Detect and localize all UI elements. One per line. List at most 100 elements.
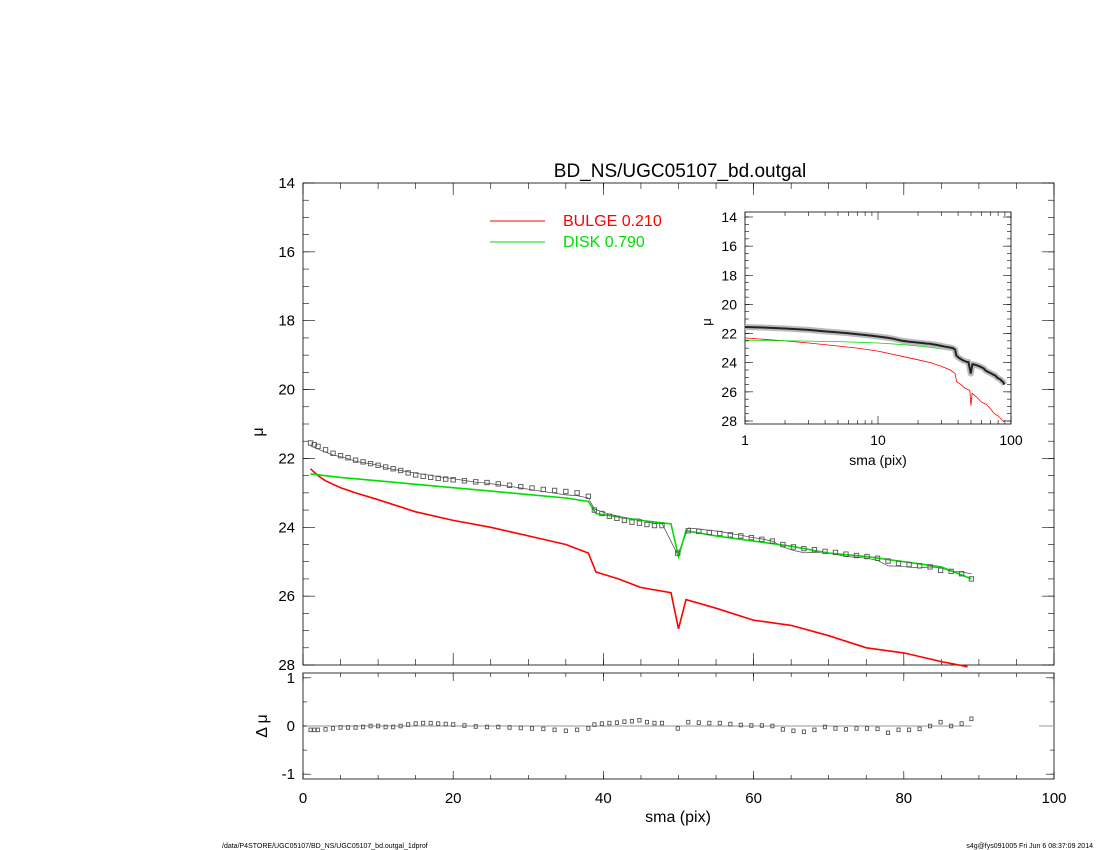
observed-point bbox=[390, 466, 396, 472]
observed-point bbox=[885, 558, 891, 564]
residual-point bbox=[822, 724, 827, 730]
residual-point bbox=[917, 726, 922, 732]
observed-point bbox=[895, 560, 902, 567]
observed-point bbox=[614, 515, 620, 521]
observed-point bbox=[311, 442, 317, 448]
residual-point bbox=[843, 727, 849, 732]
residual-point bbox=[675, 726, 680, 731]
y-tick-label: 0 bbox=[287, 718, 295, 735]
observed-point bbox=[591, 507, 598, 513]
residual-point bbox=[473, 724, 478, 729]
residual-point bbox=[644, 719, 650, 725]
observed-point bbox=[780, 541, 786, 548]
y-tick-label: 1 bbox=[287, 670, 295, 687]
x-tick-label: 20 bbox=[445, 790, 462, 807]
residual-point bbox=[338, 725, 343, 730]
observed-point bbox=[958, 571, 965, 577]
observed-point bbox=[717, 530, 723, 537]
y-tick-label: 22 bbox=[278, 450, 295, 467]
residual-point bbox=[330, 726, 336, 731]
y-tick-label: 24 bbox=[278, 519, 295, 536]
x-tick-label: 1 bbox=[741, 432, 749, 448]
y-axis-label-main: μ bbox=[250, 427, 267, 436]
observed-point bbox=[585, 493, 592, 499]
observed-point bbox=[315, 443, 321, 450]
observed-point bbox=[367, 460, 374, 467]
series-line-disk bbox=[310, 473, 972, 580]
residual-point bbox=[938, 719, 943, 725]
residual-point bbox=[383, 724, 388, 730]
y-tick-label: 14 bbox=[721, 209, 737, 225]
x-axis-label: sma (pix) bbox=[645, 809, 711, 826]
y-tick-label: 14 bbox=[278, 175, 295, 192]
observed-point bbox=[864, 553, 870, 560]
residual-point bbox=[812, 727, 817, 733]
observed-point bbox=[413, 472, 419, 478]
residual-point bbox=[728, 721, 733, 727]
y-axis-label-residual: Δ μ bbox=[254, 714, 271, 737]
observed-point bbox=[397, 467, 404, 474]
inset-x-axis-label: sma (pix) bbox=[849, 452, 907, 468]
observed-point bbox=[906, 561, 912, 568]
residual-point bbox=[451, 722, 456, 727]
observed-point bbox=[360, 459, 366, 465]
residual-point bbox=[622, 719, 627, 724]
observed-point bbox=[307, 440, 314, 446]
observed-point bbox=[428, 474, 434, 481]
observed-point bbox=[345, 455, 351, 461]
residual-point bbox=[791, 728, 796, 734]
inset-panel: 1 10 100 14 16 18 20 22 24 26 28 bbox=[721, 209, 1022, 448]
residual-point bbox=[854, 726, 859, 731]
observed-point bbox=[540, 486, 546, 493]
residual-point bbox=[436, 721, 441, 726]
y-tick-label: 28 bbox=[721, 413, 737, 429]
x-tick-label: 100 bbox=[1041, 790, 1066, 807]
y-tick-label: 24 bbox=[721, 355, 737, 371]
residual-point bbox=[391, 724, 396, 730]
observed-point bbox=[375, 462, 381, 468]
observed-point bbox=[606, 513, 613, 519]
residual-point bbox=[592, 722, 597, 727]
y-tick-label: -1 bbox=[282, 766, 295, 783]
residual-point bbox=[541, 726, 546, 732]
observed-point bbox=[330, 450, 336, 456]
residual-point bbox=[496, 724, 501, 730]
residual-point bbox=[885, 730, 891, 735]
residual-point bbox=[801, 729, 806, 735]
y-tick-label: 20 bbox=[278, 382, 295, 399]
observed-point bbox=[853, 552, 860, 559]
residual-point bbox=[312, 727, 317, 733]
inset-content bbox=[745, 324, 1008, 422]
inset-y-axis-label: μ bbox=[699, 318, 714, 326]
observed-point bbox=[420, 473, 426, 479]
observed-point bbox=[801, 545, 807, 552]
observed-point bbox=[644, 521, 650, 528]
residual-point bbox=[484, 724, 490, 730]
residual-point bbox=[398, 723, 403, 729]
residual-panel: 0 20 40 60 80 100-101 bbox=[282, 670, 1067, 807]
observed-point bbox=[790, 544, 797, 550]
observed-point bbox=[706, 529, 712, 536]
residual-point bbox=[552, 727, 557, 733]
y-tick-label: 18 bbox=[278, 313, 295, 330]
residual-point bbox=[353, 725, 358, 730]
y-tick-label: 26 bbox=[278, 588, 295, 605]
observed-point bbox=[461, 478, 468, 484]
main-panel: 14 16 18 20 22 24 26 28 bbox=[278, 175, 1055, 674]
x-tick-label: 40 bbox=[595, 790, 612, 807]
observed-point bbox=[659, 522, 665, 529]
observed-point bbox=[551, 487, 558, 494]
residual-point bbox=[896, 727, 901, 733]
observed-point bbox=[621, 517, 628, 524]
observed-point bbox=[927, 564, 933, 570]
residual-point bbox=[770, 723, 775, 729]
observed-point bbox=[727, 532, 733, 538]
residual-point bbox=[323, 727, 328, 732]
residual-point bbox=[629, 718, 634, 724]
observed-point bbox=[352, 457, 359, 463]
observed-point bbox=[769, 538, 776, 544]
residual-point bbox=[308, 727, 313, 733]
observed-point bbox=[636, 520, 643, 526]
legend: BULGE 0.210 DISK 0.790 bbox=[490, 213, 662, 251]
